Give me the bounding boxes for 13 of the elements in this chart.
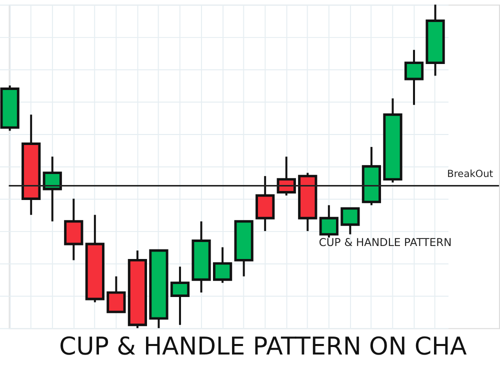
candlestick xyxy=(276,156,296,196)
candlestick xyxy=(319,204,338,239)
candlestick xyxy=(404,48,424,106)
candlestick xyxy=(42,156,62,222)
candlestick xyxy=(340,207,360,236)
annotation: CUP & HANDLE PATTERN xyxy=(318,236,452,249)
text: CUP & HANDLE PATTERN ON CHA xyxy=(59,332,467,361)
candlestick xyxy=(170,266,190,326)
ref-line-label: BreakOut xyxy=(447,168,494,180)
candlestick xyxy=(256,175,275,232)
candlestick xyxy=(64,198,84,262)
candlestick xyxy=(106,275,126,314)
candlestick xyxy=(212,246,232,284)
